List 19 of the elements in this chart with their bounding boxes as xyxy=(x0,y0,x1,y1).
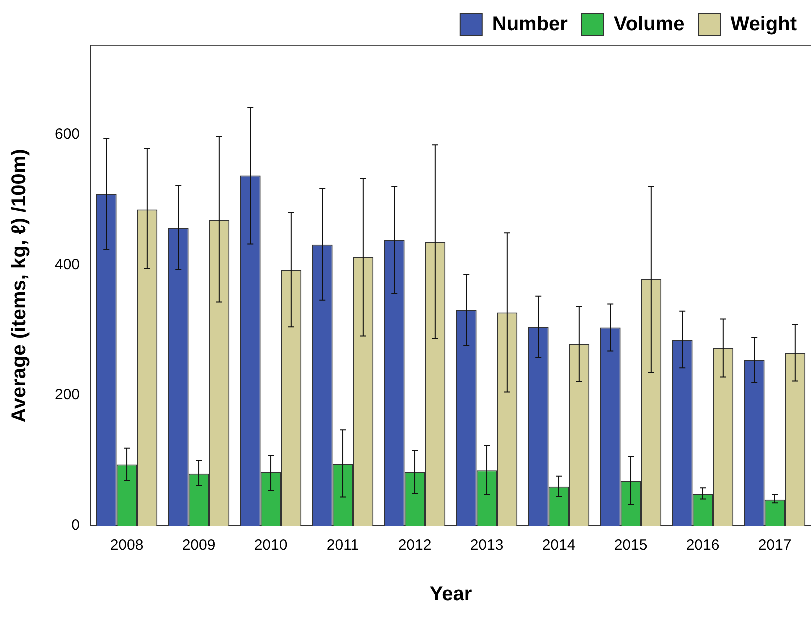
legend-label: Weight xyxy=(730,14,798,36)
x-tick-label: 2015 xyxy=(614,537,648,554)
x-tick-label: 2009 xyxy=(182,537,216,554)
x-tick-label: 2012 xyxy=(398,537,432,554)
x-tick-label: 2008 xyxy=(110,537,144,554)
legend-label: Volume xyxy=(614,14,685,36)
x-tick-label: 2010 xyxy=(254,537,288,554)
x-axis-title: Year xyxy=(430,584,472,606)
y-tick-label: 200 xyxy=(54,386,80,404)
y-tick-label: 0 xyxy=(72,517,80,534)
x-tick-label: 2017 xyxy=(758,537,792,554)
x-tick-label: 2016 xyxy=(686,537,720,554)
legend-label: Number xyxy=(492,14,568,36)
x-tick-label: 2014 xyxy=(542,537,576,554)
y-axis-title: Average (items, kg, ℓ) /100m) xyxy=(8,149,31,423)
x-tick-label: 2011 xyxy=(326,537,360,554)
x-tick-label: 2013 xyxy=(470,537,504,554)
y-tick-label: 600 xyxy=(54,126,80,143)
y-tick-label: 400 xyxy=(54,256,80,274)
